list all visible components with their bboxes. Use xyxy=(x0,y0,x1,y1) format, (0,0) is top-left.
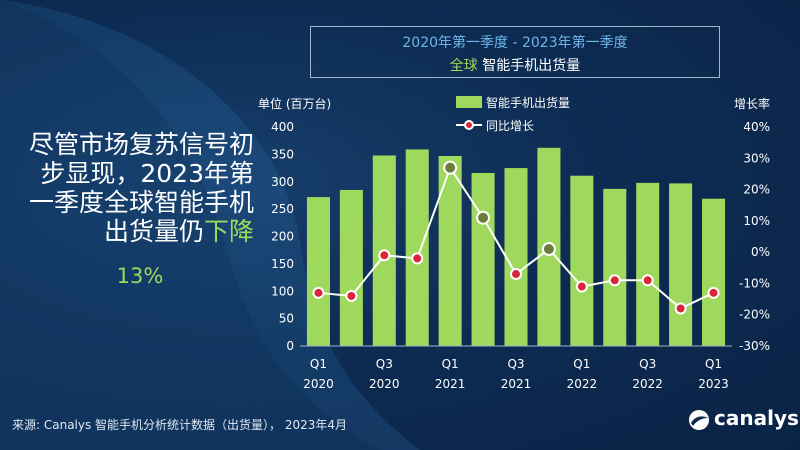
yoy-growth-point-10 xyxy=(641,274,654,287)
headline-text: 尽管市场复苏信号初步显现，2023年第一季度全球智能手机出货量仍 xyxy=(28,130,254,246)
bar-shipments-9 xyxy=(603,188,627,346)
yoy-growth-point-11 xyxy=(674,302,687,315)
x-tick-quarter: Q1 xyxy=(310,357,327,371)
yoy-growth-point-9 xyxy=(608,274,621,287)
y-right-tick-label: 20% xyxy=(743,183,770,197)
legend-line-marker xyxy=(464,120,474,130)
y-right-tick-label: 40% xyxy=(743,120,770,134)
headline-percent: 13% xyxy=(116,264,164,288)
x-tick-year: 2021 xyxy=(501,377,532,391)
y-right-tick-label: -10% xyxy=(739,276,770,290)
y-left-tick-label: 250 xyxy=(271,202,294,216)
x-tick-year: 2020 xyxy=(303,377,334,391)
yoy-growth-point-0 xyxy=(312,286,325,299)
yoy-growth-point-1 xyxy=(345,289,358,302)
y-right-tick-label: 10% xyxy=(743,214,770,228)
legend-bar-swatch xyxy=(456,96,482,108)
chart-title-period: 2020年第一季度 - 2023年第一季度 xyxy=(402,35,628,51)
chart-title-accent: 全球 xyxy=(449,58,478,74)
x-tick-quarter: Q3 xyxy=(639,357,656,371)
x-tick-year: 2023 xyxy=(698,377,729,391)
chart-title-rest: 智能手机出货量 xyxy=(477,58,581,74)
x-tick-year: 2020 xyxy=(369,377,400,391)
headline: 尽管市场复苏信号初步显现，2023年第一季度全球智能手机出货量仍下降 xyxy=(24,130,254,246)
bar-shipments-1 xyxy=(339,189,363,346)
y-left-tick-label: 150 xyxy=(271,257,294,271)
yoy-growth-point-7 xyxy=(541,242,556,257)
legend-line-label: 同比增长 xyxy=(486,119,534,133)
yoy-growth-point-12 xyxy=(707,286,720,299)
bar-shipments-0 xyxy=(306,197,330,346)
canalys-logo-icon xyxy=(689,409,709,430)
y-right-tick-label: 0% xyxy=(751,245,770,259)
y-right-tick-label: 30% xyxy=(743,151,770,165)
y-left-axis-title: 单位 (百万台) xyxy=(258,96,331,111)
bar-shipments-11 xyxy=(669,183,693,346)
yoy-growth-point-5 xyxy=(476,210,491,225)
y-left-tick-label: 50 xyxy=(279,312,294,326)
bar-shipments-8 xyxy=(570,175,594,346)
x-tick-quarter: Q1 xyxy=(573,357,590,371)
y-right-tick-label: -30% xyxy=(739,339,770,353)
y-left-tick-label: 350 xyxy=(271,147,294,161)
y-right-tick-label: -20% xyxy=(739,308,770,322)
legend-bar-label: 智能手机出货量 xyxy=(486,95,570,110)
source-note: 来源: Canalys 智能手机分析统计数据（出货量）， 2023年4月 xyxy=(12,418,348,432)
bar-shipments-6 xyxy=(504,168,528,346)
yoy-growth-point-6 xyxy=(510,268,522,281)
bar-shipments-12 xyxy=(702,198,726,346)
chart-title-box: 2020年第一季度 - 2023年第一季度 全球 智能手机出货量 xyxy=(310,26,720,78)
bar-shipments-3 xyxy=(405,149,429,346)
bar-shipments-5 xyxy=(471,172,495,346)
y-left-tick-label: 400 xyxy=(271,120,294,134)
x-tick-year: 2022 xyxy=(632,377,663,391)
x-tick-year: 2021 xyxy=(435,377,466,391)
yoy-growth-point-4 xyxy=(443,160,458,175)
y-right-axis-title: 增长率 xyxy=(734,96,770,111)
headline-highlight: 下降 xyxy=(203,217,254,246)
yoy-growth-point-3 xyxy=(411,252,424,265)
y-left-tick-label: 200 xyxy=(271,230,294,244)
y-left-tick-label: 0 xyxy=(286,339,294,353)
canalys-logo: canalys xyxy=(688,406,799,431)
x-tick-quarter: Q3 xyxy=(376,357,393,371)
yoy-growth-point-2 xyxy=(378,249,391,262)
x-tick-quarter: Q1 xyxy=(442,357,459,371)
y-left-tick-label: 300 xyxy=(271,175,294,189)
yoy-growth-point-8 xyxy=(575,280,588,293)
bar-shipments-10 xyxy=(636,182,660,346)
x-tick-year: 2022 xyxy=(567,377,598,391)
x-tick-quarter: Q3 xyxy=(507,357,524,371)
canalys-logo-text: canalys xyxy=(714,406,799,430)
chart-title-main: 全球 智能手机出货量 xyxy=(311,55,719,75)
bar-shipments-4 xyxy=(438,156,462,346)
x-tick-quarter: Q1 xyxy=(705,357,722,371)
y-left-tick-label: 100 xyxy=(271,284,294,298)
